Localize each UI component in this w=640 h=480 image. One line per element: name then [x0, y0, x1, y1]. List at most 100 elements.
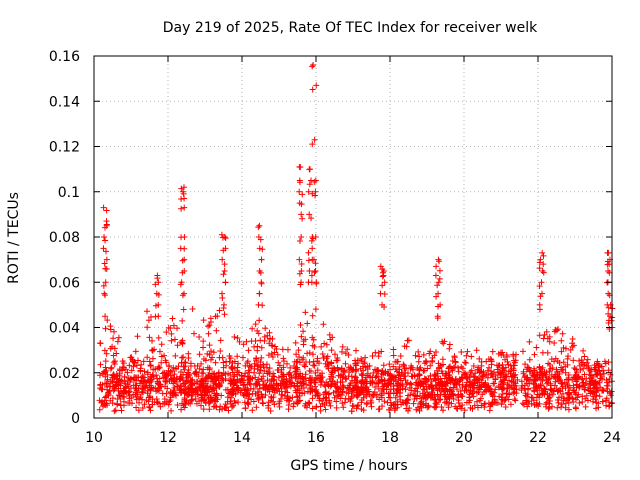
- data-point: [276, 362, 283, 369]
- data-point: [265, 402, 272, 409]
- data-point: [312, 379, 319, 386]
- data-point: [337, 391, 344, 398]
- data-point: [213, 390, 220, 397]
- data-point: [511, 396, 518, 403]
- data-point: [195, 391, 202, 398]
- data-point: [416, 407, 423, 414]
- data-point: [438, 362, 445, 369]
- data-point: [154, 375, 161, 382]
- data-point: [486, 407, 493, 414]
- data-point: [155, 291, 162, 298]
- data-point: [179, 337, 186, 344]
- y-tick-label: 0: [71, 411, 80, 427]
- data-point: [174, 342, 181, 349]
- data-point: [234, 335, 241, 342]
- data-point: [180, 354, 187, 361]
- data-point: [102, 279, 109, 286]
- data-point: [423, 376, 430, 383]
- data-point: [602, 397, 609, 404]
- data-point: [380, 362, 387, 369]
- data-point: [309, 63, 316, 70]
- data-point: [531, 387, 538, 394]
- data-point: [197, 384, 204, 391]
- data-point: [554, 404, 561, 411]
- data-point: [344, 385, 351, 392]
- data-point: [215, 369, 222, 376]
- data-point: [167, 388, 174, 395]
- data-point: [100, 204, 107, 211]
- data-point: [588, 378, 595, 385]
- data-point: [350, 386, 357, 393]
- data-point: [168, 337, 175, 344]
- data-point: [202, 357, 209, 364]
- data-point: [133, 404, 140, 411]
- data-point: [390, 346, 397, 353]
- data-point: [280, 358, 287, 365]
- data-point: [278, 391, 285, 398]
- data-point: [211, 397, 218, 404]
- data-point: [254, 362, 261, 369]
- data-point: [340, 404, 347, 411]
- data-point: [446, 374, 453, 381]
- data-point: [563, 376, 570, 383]
- data-point: [580, 347, 587, 354]
- data-point: [385, 394, 392, 401]
- data-point: [221, 311, 228, 318]
- data-point: [358, 385, 365, 392]
- data-point: [255, 224, 262, 231]
- data-point: [580, 365, 587, 372]
- data-point: [114, 396, 121, 403]
- data-point: [242, 404, 249, 411]
- data-point: [153, 395, 160, 402]
- data-point: [270, 382, 277, 389]
- data-point: [133, 377, 140, 384]
- data-point: [467, 369, 474, 376]
- data-point: [122, 388, 129, 395]
- data-point: [495, 384, 502, 391]
- data-point: [272, 343, 279, 350]
- data-point: [146, 403, 153, 410]
- data-point: [391, 407, 398, 414]
- data-point: [278, 377, 285, 384]
- data-point: [585, 384, 592, 391]
- data-point: [533, 344, 540, 351]
- data-point: [498, 386, 505, 393]
- data-point: [344, 346, 351, 353]
- data-point: [206, 322, 213, 329]
- data-point: [446, 399, 453, 406]
- data-point: [191, 330, 198, 337]
- data-point: [468, 353, 475, 360]
- data-point: [174, 325, 181, 332]
- data-point: [573, 366, 580, 373]
- data-point: [107, 397, 114, 404]
- data-point: [431, 396, 438, 403]
- data-point: [576, 382, 583, 389]
- data-point: [451, 354, 458, 361]
- data-point: [364, 363, 371, 370]
- data-point: [264, 377, 271, 384]
- data-point: [374, 391, 381, 398]
- data-point: [386, 361, 393, 368]
- data-point: [528, 400, 535, 407]
- data-point: [333, 398, 340, 405]
- data-point: [493, 362, 500, 369]
- data-point: [560, 359, 567, 366]
- data-point: [607, 392, 614, 399]
- data-point: [271, 401, 278, 408]
- data-point: [170, 322, 177, 329]
- data-point: [433, 263, 440, 270]
- chart-title: Day 219 of 2025, Rate Of TEC Index for r…: [163, 20, 538, 36]
- data-point: [559, 330, 566, 337]
- data-point: [458, 374, 465, 381]
- data-point: [605, 399, 612, 406]
- data-point: [360, 380, 367, 387]
- data-point: [361, 359, 368, 366]
- data-point: [293, 358, 300, 365]
- data-point: [100, 282, 107, 289]
- data-point: [103, 400, 110, 407]
- data-point: [156, 348, 163, 355]
- data-point: [283, 360, 290, 367]
- data-point: [198, 377, 205, 384]
- data-point: [491, 380, 498, 387]
- data-point: [417, 401, 424, 408]
